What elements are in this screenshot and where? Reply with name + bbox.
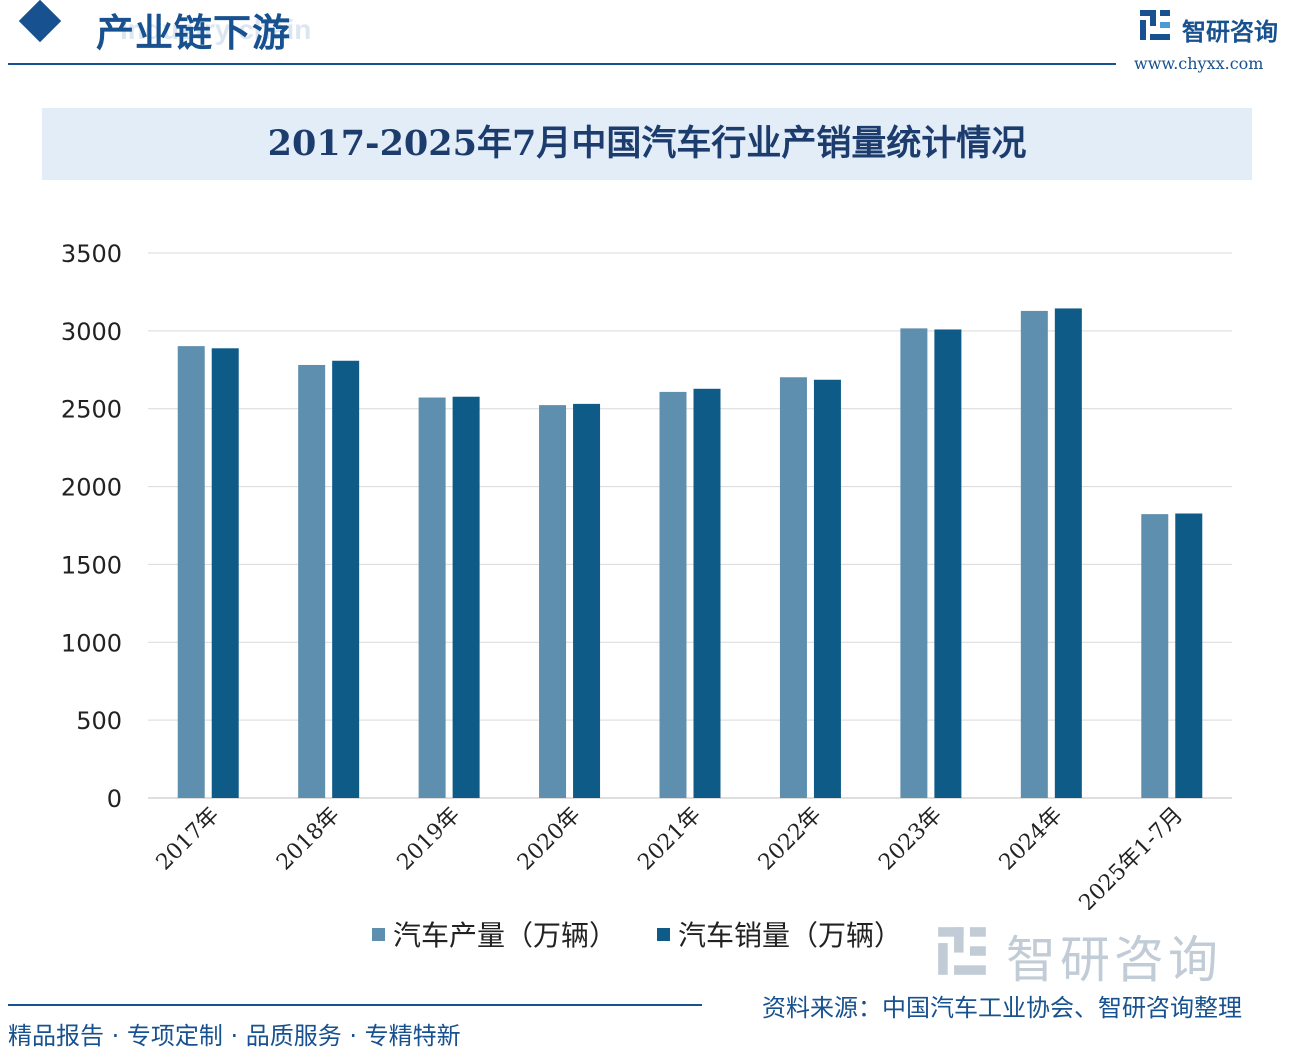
footer-divider [8, 1004, 702, 1006]
legend-swatch-production [372, 927, 385, 941]
bar-sales [452, 396, 480, 798]
diamond-icon [18, 0, 62, 43]
x-tick-label: 2019年 [393, 803, 466, 876]
legend-item-sales: 汽车销量（万辆） [657, 914, 902, 954]
chart-title-band: 2017-2025年7月中国汽车行业产销量统计情况 [42, 108, 1252, 180]
x-tick-label: 2023年 [874, 803, 947, 876]
watermark-text: 智研咨询 [1006, 931, 1222, 989]
bar-production [659, 391, 687, 798]
bar-sales [211, 348, 239, 798]
x-tick-label: 2024年 [995, 803, 1068, 876]
y-tick-label: 2500 [61, 396, 122, 424]
section-subtitle: Industry chain [120, 14, 312, 45]
brand: 智研咨询 www.chyxx.com [1134, 8, 1296, 78]
x-tick-label: 2025年1-7月 [1075, 803, 1188, 910]
y-tick-label: 3500 [61, 240, 122, 268]
legend-label-production: 汽车产量（万辆） [393, 919, 618, 952]
legend: 汽车产量（万辆） 汽车销量（万辆） [372, 914, 902, 954]
x-axis-ticks: 2017年 2018年 2019年 2020年 2021年 2022年 2023年 2024年… [152, 803, 1188, 910]
header-divider [8, 63, 1116, 65]
watermark-logo-icon [938, 927, 986, 975]
y-tick-label: 500 [76, 707, 122, 735]
x-tick-label: 2018年 [272, 803, 345, 876]
bar-production [1020, 310, 1048, 798]
y-tick-label: 3000 [61, 318, 122, 346]
legend-label-sales: 汽车销量（万辆） [678, 919, 903, 952]
bar-sales [332, 360, 360, 798]
y-tick-label: 1000 [61, 629, 122, 657]
section-title: 产业链下游 [96, 11, 292, 55]
brand-url: www.chyxx.com [1134, 54, 1264, 73]
source-note: 资料来源：中国汽车工业协会、智研咨询整理 [762, 994, 1242, 1022]
bars [177, 308, 1203, 798]
bar-production [298, 364, 326, 798]
x-tick-label: 2017年 [152, 803, 225, 876]
legend-item-production: 汽车产量（万辆） [372, 914, 617, 954]
bar-production [900, 328, 928, 798]
y-tick-label: 1500 [61, 551, 122, 579]
y-tick-label: 0 [107, 785, 122, 813]
bar-production [1141, 514, 1169, 798]
chart-title: 2017-2025年7月中国汽车行业产销量统计情况 [267, 123, 1027, 164]
legend-swatch-sales [657, 927, 671, 941]
bar-sales [1175, 513, 1203, 798]
bar-sales [934, 329, 962, 798]
bar-sales [573, 403, 601, 798]
footer-tagline: 精品报告 · 专项定制 · 品质服务 · 专精特新 [8, 1022, 461, 1050]
gridlines [148, 252, 1232, 799]
bar-sales [693, 388, 721, 798]
bar-production [779, 377, 807, 798]
x-tick-label: 2021年 [633, 803, 706, 876]
zhiyan-logo-icon [1140, 10, 1170, 40]
x-tick-label: 2020年 [513, 803, 586, 876]
bar-sales [813, 379, 841, 798]
x-tick-label: 2022年 [754, 803, 827, 876]
bar-production [177, 346, 205, 798]
bar-production [539, 405, 567, 798]
y-axis-ticks: 0 500 1000 1500 2000 2500 3000 3500 [61, 240, 122, 813]
brand-name: 智研咨询 [1182, 18, 1278, 46]
bar-sales [1054, 308, 1082, 798]
y-tick-label: 2000 [61, 474, 122, 502]
bar-production [418, 397, 446, 798]
header: Industry chain 产业链下游 智研咨询 www.chyxx.com [0, 0, 1296, 80]
